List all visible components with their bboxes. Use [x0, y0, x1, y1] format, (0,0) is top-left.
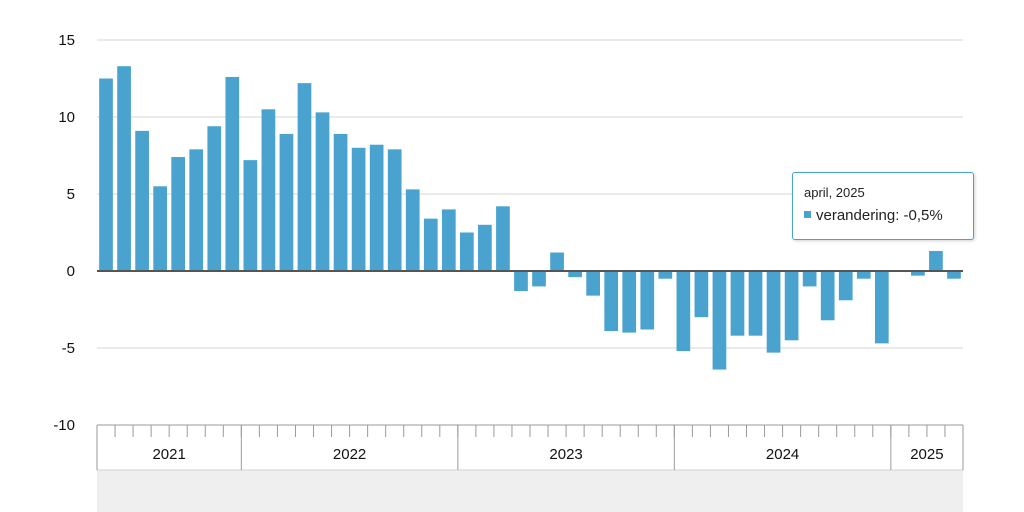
y-axis-tick-labels: 15 10 5 0 -5 -10: [53, 32, 75, 434]
bar[interactable]: december 2024: -4.7: [874, 271, 889, 344]
bar[interactable]: april 2025: -0.5: [947, 271, 961, 279]
bar[interactable]: november 2023: -3.8: [640, 271, 655, 330]
bar[interactable]: oktober 2021: 7.9: [189, 149, 204, 271]
y-tick-label: 0: [67, 263, 75, 280]
bar[interactable]: juli 2024: -4.5: [784, 271, 799, 341]
bar[interactable]: november 2022: 3.4: [423, 218, 438, 271]
bar[interactable]: februari 2022: 10.5: [261, 109, 276, 271]
tooltip-title: april, 2025: [804, 185, 865, 200]
tooltip-series-swatch: [804, 211, 811, 218]
bar[interactable]: november 2021: 9.4: [207, 126, 222, 272]
bar[interactable]: mei 2023: -1: [532, 271, 546, 287]
bar[interactable]: april 2022: 12.2: [297, 83, 312, 272]
bar[interactable]: december 2023: -0.5: [658, 271, 673, 279]
bar[interactable]: maart 2024: -6.4: [712, 271, 727, 370]
bar[interactable]: juni 2022: 8.9: [333, 133, 348, 271]
bar[interactable]: augustus 2023: -1.6: [586, 271, 600, 296]
tooltip: april, 2025 verandering: -0,5%: [792, 172, 974, 240]
bar[interactable]: april 2024: -4.2: [730, 271, 745, 336]
bars: mei 2021: 12.5 juni 2021: 13.3 juli 2021: …: [99, 66, 961, 370]
bar[interactable]: september 2024: -3.2: [820, 271, 835, 321]
x-year-label: 2025: [910, 446, 943, 463]
bar[interactable]: oktober 2024: -1.9: [838, 271, 853, 301]
bar[interactable]: februari 2023: 3: [478, 224, 492, 271]
bar[interactable]: februari 2025: -0.3: [911, 271, 925, 276]
bar[interactable]: maart 2022: 8.9: [279, 133, 294, 271]
bar[interactable]: september 2023: -3.9: [604, 271, 619, 332]
bar[interactable]: juni 2024: -5.3: [766, 271, 781, 353]
x-year-label: 2021: [152, 446, 185, 463]
y-tick-label: 15: [58, 32, 75, 49]
x-axis: 2021 2022 2023 2024 2025: [96, 424, 964, 512]
x-year-label: 2023: [549, 446, 582, 463]
bar[interactable]: maart 2023: 4.2: [496, 206, 510, 271]
bar[interactable]: maart 2025: 1.3: [929, 250, 943, 271]
bar[interactable]: oktober 2022: 5.3: [405, 189, 420, 271]
bar[interactable]: september 2021: 7.4: [171, 157, 186, 271]
bar[interactable]: april 2023: -1.3: [514, 271, 528, 292]
bar[interactable]: november 2024: -0.5: [856, 271, 871, 279]
y-tick-label: -10: [53, 417, 75, 434]
bar[interactable]: juli 2022: 8: [351, 147, 366, 271]
bar[interactable]: december 2021: 12.6: [225, 76, 240, 272]
bar[interactable]: februari 2024: -3: [694, 271, 709, 318]
bar[interactable]: januari 2024: -5.2: [676, 271, 691, 352]
y-tick-label: 10: [58, 109, 75, 126]
bar[interactable]: oktober 2023: -4: [622, 271, 637, 333]
bar[interactable]: juni 2023: 1.2: [550, 252, 564, 271]
bar[interactable]: januari 2023: 2.5: [460, 232, 474, 272]
x-year-label: 2024: [766, 446, 799, 463]
bar[interactable]: augustus 2024: -1: [802, 271, 817, 287]
bar[interactable]: augustus 2022: 8.2: [369, 144, 384, 271]
y-tick-label: -5: [62, 340, 75, 357]
bar[interactable]: juli 2023: -0.4: [568, 271, 582, 278]
bar[interactable]: september 2022: 7.9: [387, 149, 402, 271]
bar[interactable]: augustus 2021: 5.5: [153, 186, 167, 271]
tooltip-value-text: verandering: -0,5%: [816, 207, 943, 224]
bar[interactable]: januari 2022: 7.2: [243, 160, 258, 271]
bar[interactable]: mei 2021: 12.5: [99, 78, 113, 272]
bar[interactable]: december 2022: 4: [441, 209, 456, 271]
navigator-band: [97, 470, 963, 512]
x-year-label: 2022: [333, 446, 366, 463]
y-tick-label: 5: [67, 186, 75, 203]
bar[interactable]: mei 2022: 10.3: [315, 112, 330, 271]
bar[interactable]: juli 2021: 9.1: [135, 130, 149, 271]
tooltip-row: verandering: -0,5%: [804, 207, 963, 225]
bar[interactable]: mei 2024: -4.2: [748, 271, 763, 336]
bar[interactable]: juni 2021: 13.3: [117, 66, 131, 272]
